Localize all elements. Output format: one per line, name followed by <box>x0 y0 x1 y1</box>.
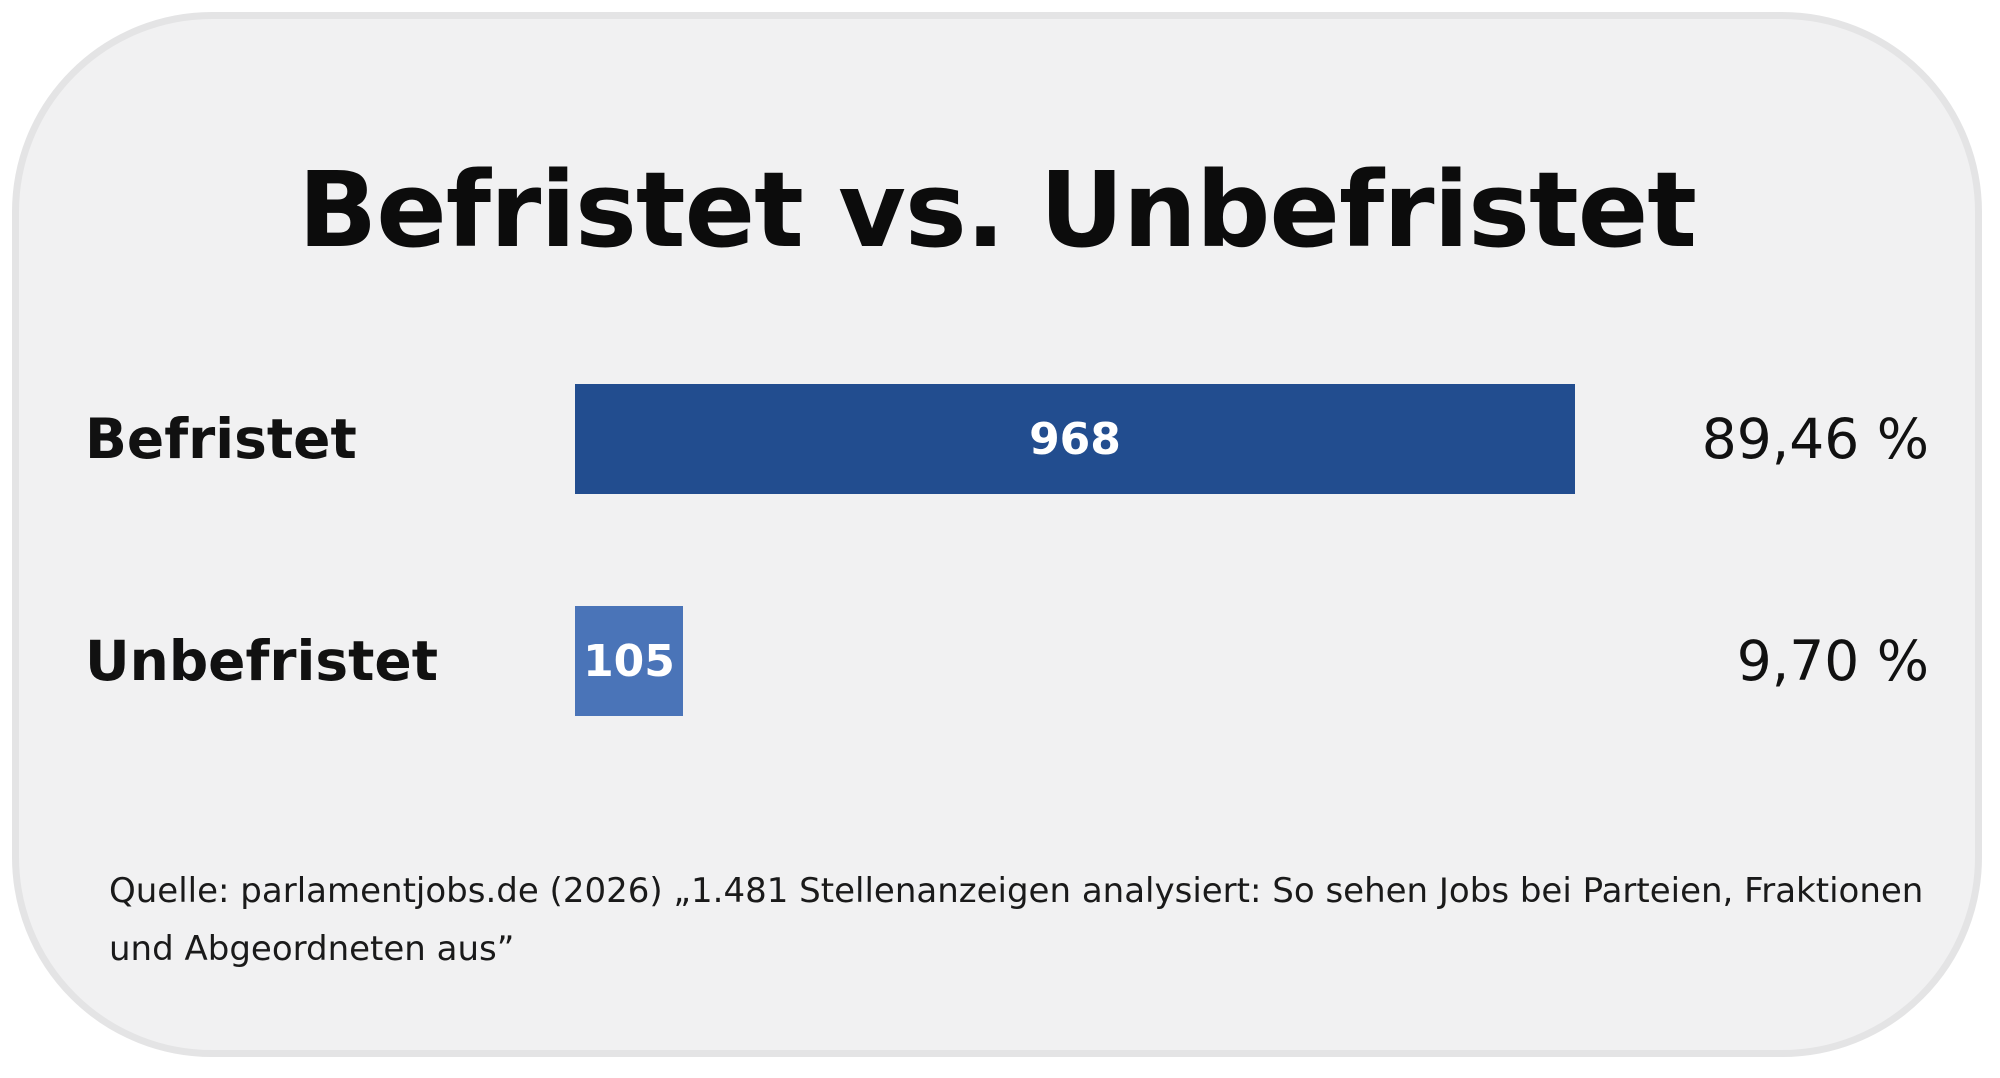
bar-value-label: 968 <box>1029 413 1121 465</box>
category-label-unbefristet: Unbefristet <box>85 629 439 693</box>
source-note: Quelle: parlamentjobs.de (2026) „1.481 S… <box>109 871 1924 969</box>
chart-card: Befristet vs. Unbefristet Befristet 968 89… <box>12 12 1982 1057</box>
percent-label-unbefristet: 9,70 % <box>1736 629 1929 693</box>
percent-label-befristet: 89,46 % <box>1701 407 1929 471</box>
bar-unbefristet: 105 <box>575 606 683 716</box>
chart-title: Befristet vs. Unbefristet <box>298 149 1697 271</box>
category-label-befristet: Befristet <box>85 407 357 471</box>
bar-befristet: 968 <box>575 384 1575 494</box>
bar-value-label: 105 <box>583 635 675 687</box>
bar-chart: Befristet 968 89,46 % Unbefristet 105 9,70 % <box>19 19 1989 1064</box>
